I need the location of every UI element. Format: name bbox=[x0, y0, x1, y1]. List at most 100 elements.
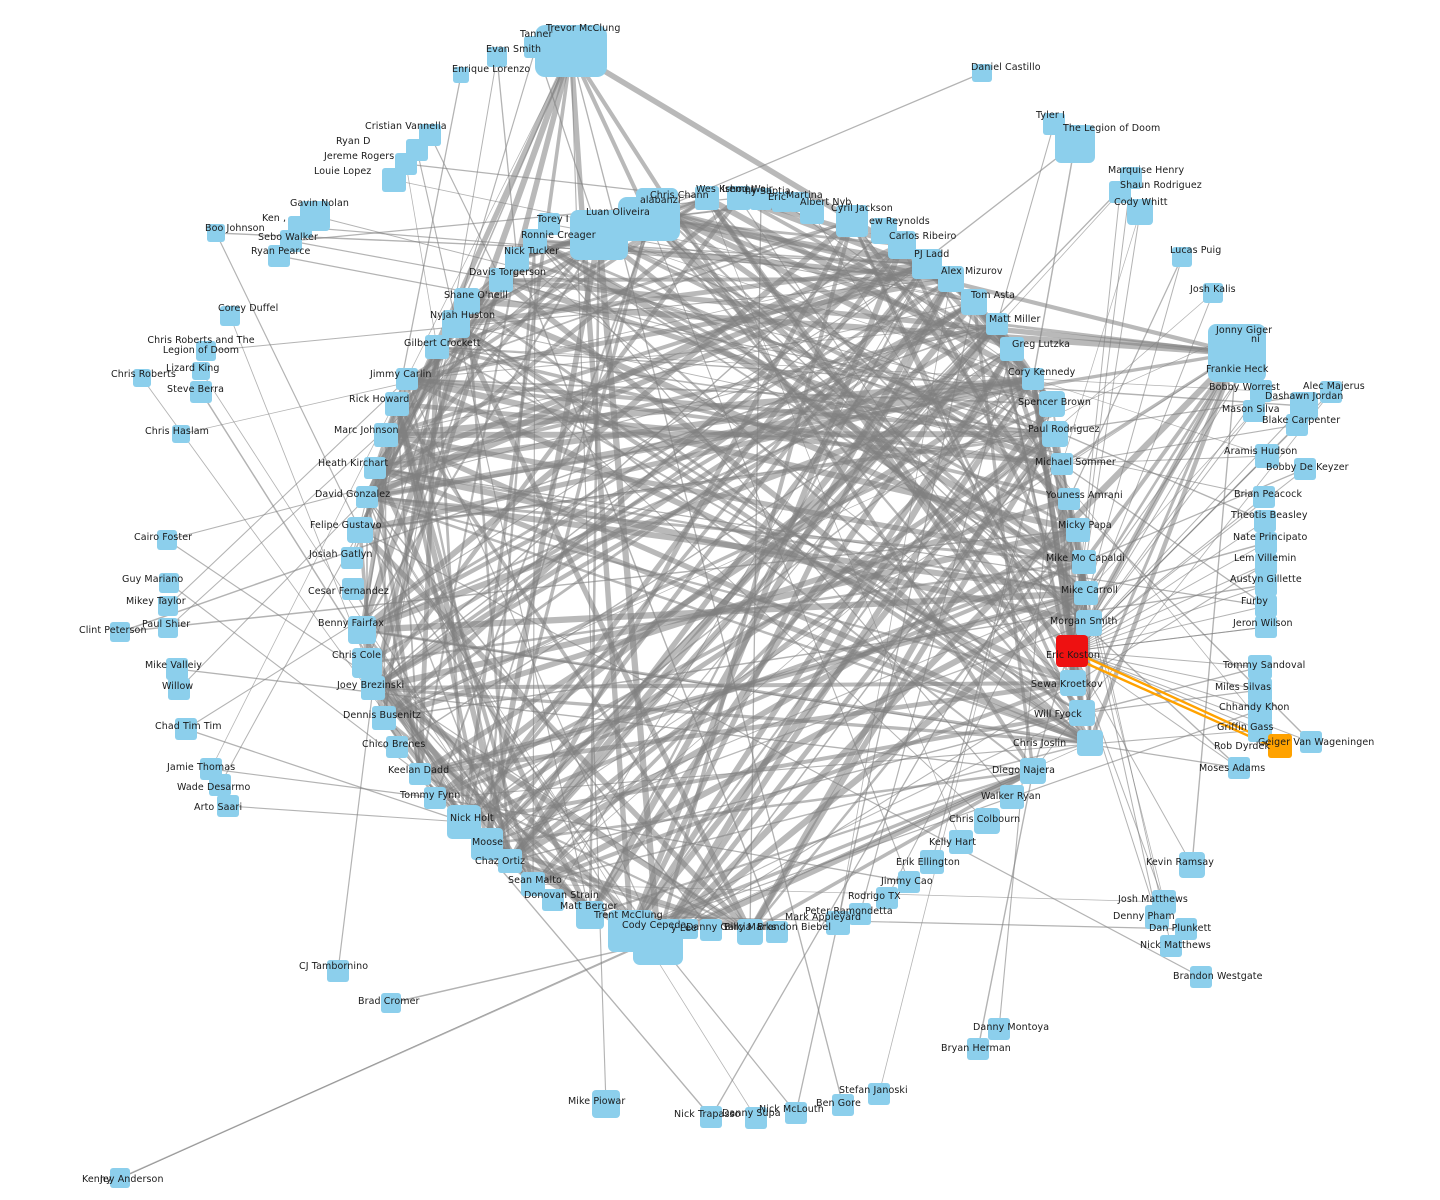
graph-node[interactable] bbox=[382, 168, 406, 192]
graph-node[interactable] bbox=[1160, 935, 1182, 957]
graph-node[interactable] bbox=[374, 423, 398, 447]
graph-node[interactable] bbox=[1076, 610, 1102, 636]
graph-node[interactable] bbox=[196, 341, 216, 361]
graph-node[interactable] bbox=[849, 903, 871, 925]
graph-node[interactable] bbox=[487, 47, 507, 67]
graph-node[interactable] bbox=[498, 849, 522, 873]
graph-node[interactable] bbox=[217, 795, 239, 817]
graph-node[interactable] bbox=[1203, 283, 1223, 303]
graph-node[interactable] bbox=[700, 919, 722, 941]
graph-node[interactable] bbox=[1175, 918, 1197, 940]
graph-node[interactable] bbox=[832, 1094, 854, 1116]
graph-node[interactable] bbox=[524, 36, 548, 58]
graph-node[interactable] bbox=[342, 578, 364, 600]
graph-node[interactable] bbox=[386, 736, 408, 758]
graph-node[interactable] bbox=[471, 828, 503, 860]
graph-node[interactable] bbox=[190, 381, 212, 403]
graph-node[interactable] bbox=[750, 188, 772, 210]
graph-node[interactable] bbox=[592, 1090, 620, 1118]
graph-node[interactable] bbox=[727, 186, 751, 210]
graph-node[interactable] bbox=[1060, 670, 1086, 696]
graph-node[interactable] bbox=[1232, 361, 1254, 383]
graph-node[interactable] bbox=[110, 622, 130, 642]
graph-node[interactable] bbox=[209, 774, 231, 796]
graph-node[interactable] bbox=[1020, 758, 1046, 784]
graph-node[interactable] bbox=[1248, 655, 1272, 679]
graph-node[interactable] bbox=[766, 921, 788, 943]
graph-node[interactable] bbox=[1051, 453, 1073, 475]
graph-node[interactable] bbox=[268, 245, 290, 267]
graph-node[interactable] bbox=[826, 911, 850, 935]
graph-node[interactable] bbox=[1058, 488, 1080, 510]
graph-node[interactable] bbox=[1255, 553, 1277, 575]
graph-node[interactable] bbox=[1039, 391, 1065, 417]
graph-node[interactable] bbox=[1286, 414, 1308, 436]
graph-node[interactable] bbox=[700, 1106, 722, 1128]
graph-node[interactable] bbox=[385, 392, 409, 416]
graph-node[interactable] bbox=[381, 993, 401, 1013]
graph-node[interactable] bbox=[1000, 337, 1024, 361]
graph-node[interactable] bbox=[166, 658, 188, 680]
graph-node[interactable] bbox=[1072, 550, 1096, 574]
graph-node[interactable] bbox=[424, 787, 446, 809]
graph-node[interactable] bbox=[409, 763, 431, 785]
graph-node[interactable] bbox=[633, 919, 683, 965]
graph-node[interactable] bbox=[1255, 444, 1279, 468]
graph-node[interactable] bbox=[876, 887, 898, 909]
graph-node[interactable] bbox=[988, 1018, 1010, 1040]
graph-node[interactable] bbox=[1022, 368, 1044, 390]
graph-node[interactable] bbox=[576, 901, 604, 929]
graph-node[interactable] bbox=[1255, 595, 1277, 617]
graph-node[interactable] bbox=[785, 1102, 807, 1124]
graph-node[interactable] bbox=[372, 706, 396, 730]
graph-node[interactable] bbox=[1250, 380, 1272, 402]
graph-node[interactable] bbox=[888, 231, 916, 259]
graph-node[interactable] bbox=[1074, 581, 1098, 605]
graph-node[interactable] bbox=[570, 210, 628, 260]
graph-node[interactable] bbox=[1172, 247, 1192, 267]
graph-node[interactable] bbox=[1056, 635, 1088, 667]
graph-node[interactable] bbox=[454, 288, 480, 314]
graph-node[interactable] bbox=[772, 192, 792, 212]
graph-node[interactable] bbox=[745, 1107, 767, 1129]
graph-node[interactable] bbox=[1255, 532, 1277, 554]
graph-node[interactable] bbox=[618, 197, 680, 241]
graph-node[interactable] bbox=[1253, 486, 1275, 508]
graph-node[interactable] bbox=[1255, 574, 1277, 596]
graph-node[interactable] bbox=[489, 268, 513, 292]
graph-node[interactable] bbox=[961, 289, 987, 315]
graph-node[interactable] bbox=[453, 67, 469, 83]
graph-node[interactable] bbox=[327, 960, 349, 982]
graph-node[interactable] bbox=[352, 648, 382, 678]
graph-node[interactable] bbox=[912, 249, 942, 279]
graph-node[interactable] bbox=[938, 266, 964, 292]
graph-node[interactable] bbox=[172, 425, 190, 443]
graph-node[interactable] bbox=[157, 530, 177, 550]
graph-node[interactable] bbox=[836, 205, 868, 237]
graph-node[interactable] bbox=[341, 547, 363, 569]
graph-node[interactable] bbox=[949, 830, 973, 854]
graph-node[interactable] bbox=[1069, 700, 1095, 726]
graph-node[interactable] bbox=[1268, 734, 1292, 758]
graph-node[interactable] bbox=[986, 313, 1008, 335]
graph-node[interactable] bbox=[159, 573, 179, 593]
graph-node[interactable] bbox=[356, 486, 378, 508]
graph-node[interactable] bbox=[1254, 510, 1276, 532]
graph-node[interactable] bbox=[920, 850, 944, 874]
graph-node[interactable] bbox=[1077, 730, 1103, 756]
graph-node[interactable] bbox=[112, 1169, 130, 1187]
graph-node[interactable] bbox=[442, 310, 470, 338]
graph-node[interactable] bbox=[220, 306, 240, 326]
graph-node[interactable] bbox=[521, 872, 545, 896]
graph-node[interactable] bbox=[1042, 421, 1068, 447]
graph-node[interactable] bbox=[364, 457, 386, 479]
graph-node[interactable] bbox=[1066, 518, 1090, 542]
graph-node[interactable] bbox=[678, 919, 698, 939]
graph-node[interactable] bbox=[967, 1038, 989, 1060]
graph-node[interactable] bbox=[158, 596, 178, 616]
graph-node[interactable] bbox=[396, 368, 418, 390]
graph-node[interactable] bbox=[800, 200, 824, 224]
graph-node[interactable] bbox=[425, 335, 449, 359]
graph-node[interactable] bbox=[207, 224, 225, 242]
